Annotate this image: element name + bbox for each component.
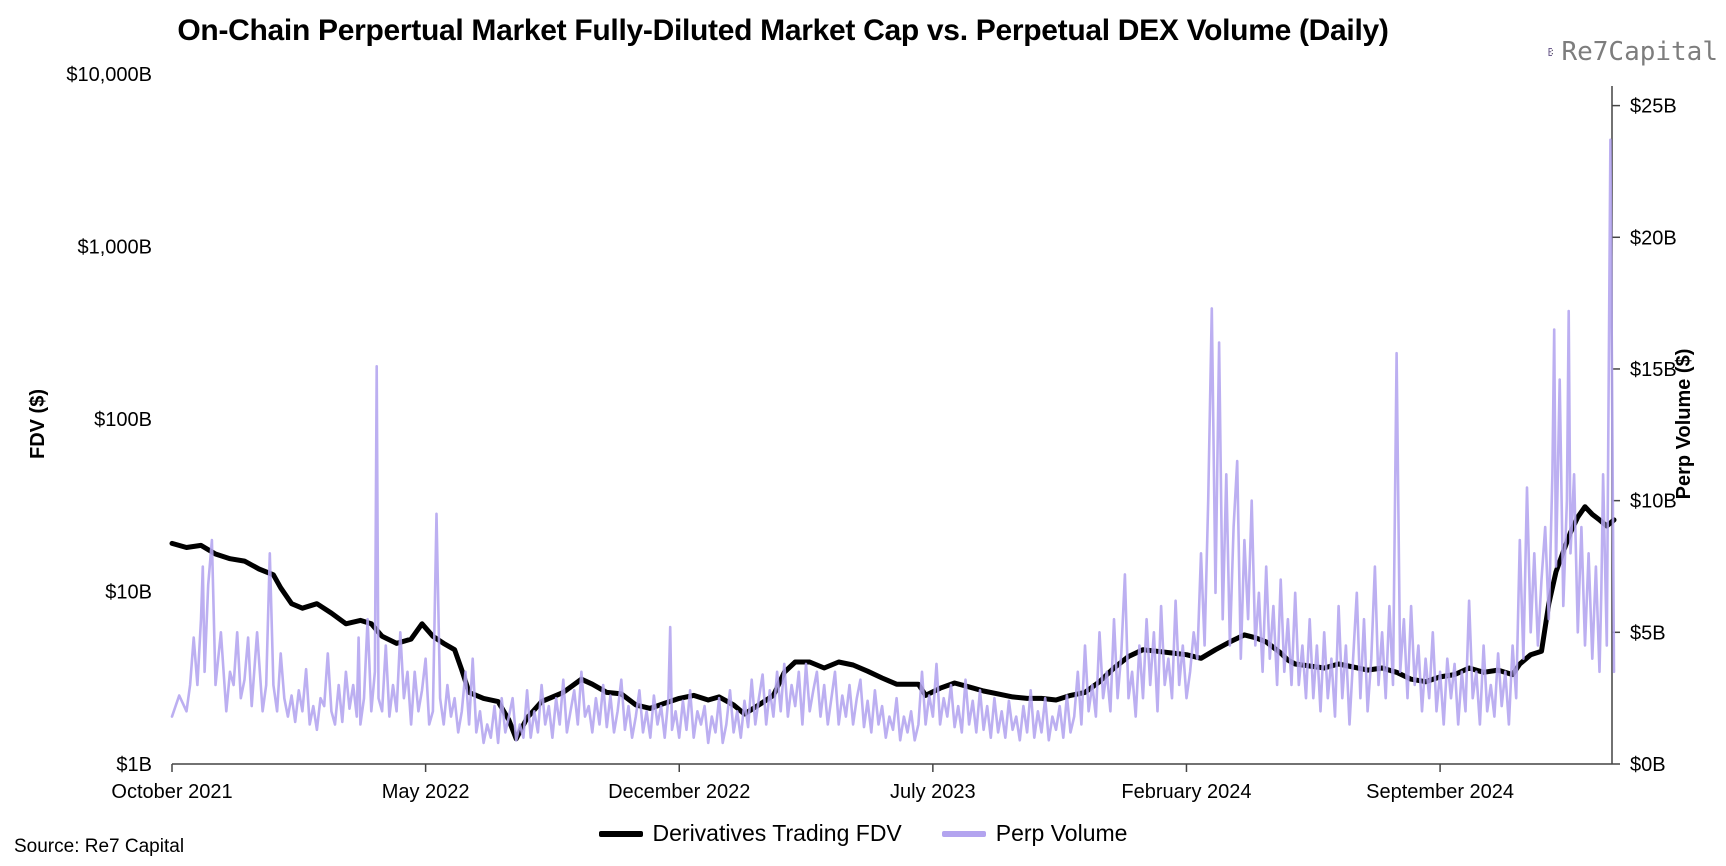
x-tick-label: May 2022 — [382, 781, 470, 803]
x-tick-label: July 2023 — [890, 781, 976, 803]
y-right-tick-label: $20B — [1630, 227, 1677, 249]
source-note: Source: Re7 Capital — [14, 836, 185, 857]
legend: Derivatives Trading FDV Perp Volume — [0, 820, 1726, 847]
re7-logo-icon — [1548, 48, 1553, 56]
x-axis: October 2021 May 2022 December 2022 July 20… — [111, 763, 1612, 803]
y-right-tick-label: $0B — [1630, 754, 1666, 776]
brand-name: Re7Capital — [1561, 37, 1718, 67]
x-tick-label: October 2021 — [111, 781, 232, 803]
x-tick-label: February 2024 — [1121, 781, 1251, 803]
y-axis-left-title: FDV ($) — [27, 389, 49, 459]
legend-swatch-fdv — [598, 830, 643, 837]
y-right-tick-label: $25B — [1630, 96, 1677, 118]
y-axis-right: $0B $5B $10B $15B $20B $25B — [1611, 86, 1677, 776]
y-axis-right-title: Perp Volume ($) — [1673, 349, 1695, 500]
y-axis-left: $1B $10B $100B $1,000B $10,000B — [66, 64, 152, 776]
y-left-tick-label: $100B — [94, 409, 152, 431]
y-left-tick-label: $1,000B — [77, 237, 152, 259]
y-right-tick-label: $10B — [1630, 491, 1677, 513]
y-left-tick-label: $1B — [116, 754, 152, 776]
y-right-tick-label: $5B — [1630, 622, 1666, 644]
y-left-tick-label: $10,000B — [66, 64, 152, 86]
y-right-tick-label: $15B — [1630, 359, 1677, 381]
x-tick-label: December 2022 — [608, 781, 750, 803]
series-line-perp-volume — [170, 138, 1616, 745]
chart-title: On-Chain Perpertual Market Fully-Diluted… — [177, 14, 1389, 47]
legend-item-perp-volume[interactable]: Perp Volume — [941, 820, 1128, 847]
series-layer — [169, 138, 1617, 745]
x-tick-label: September 2024 — [1366, 781, 1514, 803]
legend-swatch-perp-volume — [941, 830, 986, 837]
legend-label-fdv: Derivatives Trading FDV — [652, 820, 902, 846]
legend-item-fdv[interactable]: Derivatives Trading FDV — [598, 820, 902, 847]
brand-logo: Re7Capital — [1548, 32, 1718, 72]
legend-label-perp-volume: Perp Volume — [995, 820, 1128, 846]
y-left-tick-label: $10B — [105, 582, 152, 604]
